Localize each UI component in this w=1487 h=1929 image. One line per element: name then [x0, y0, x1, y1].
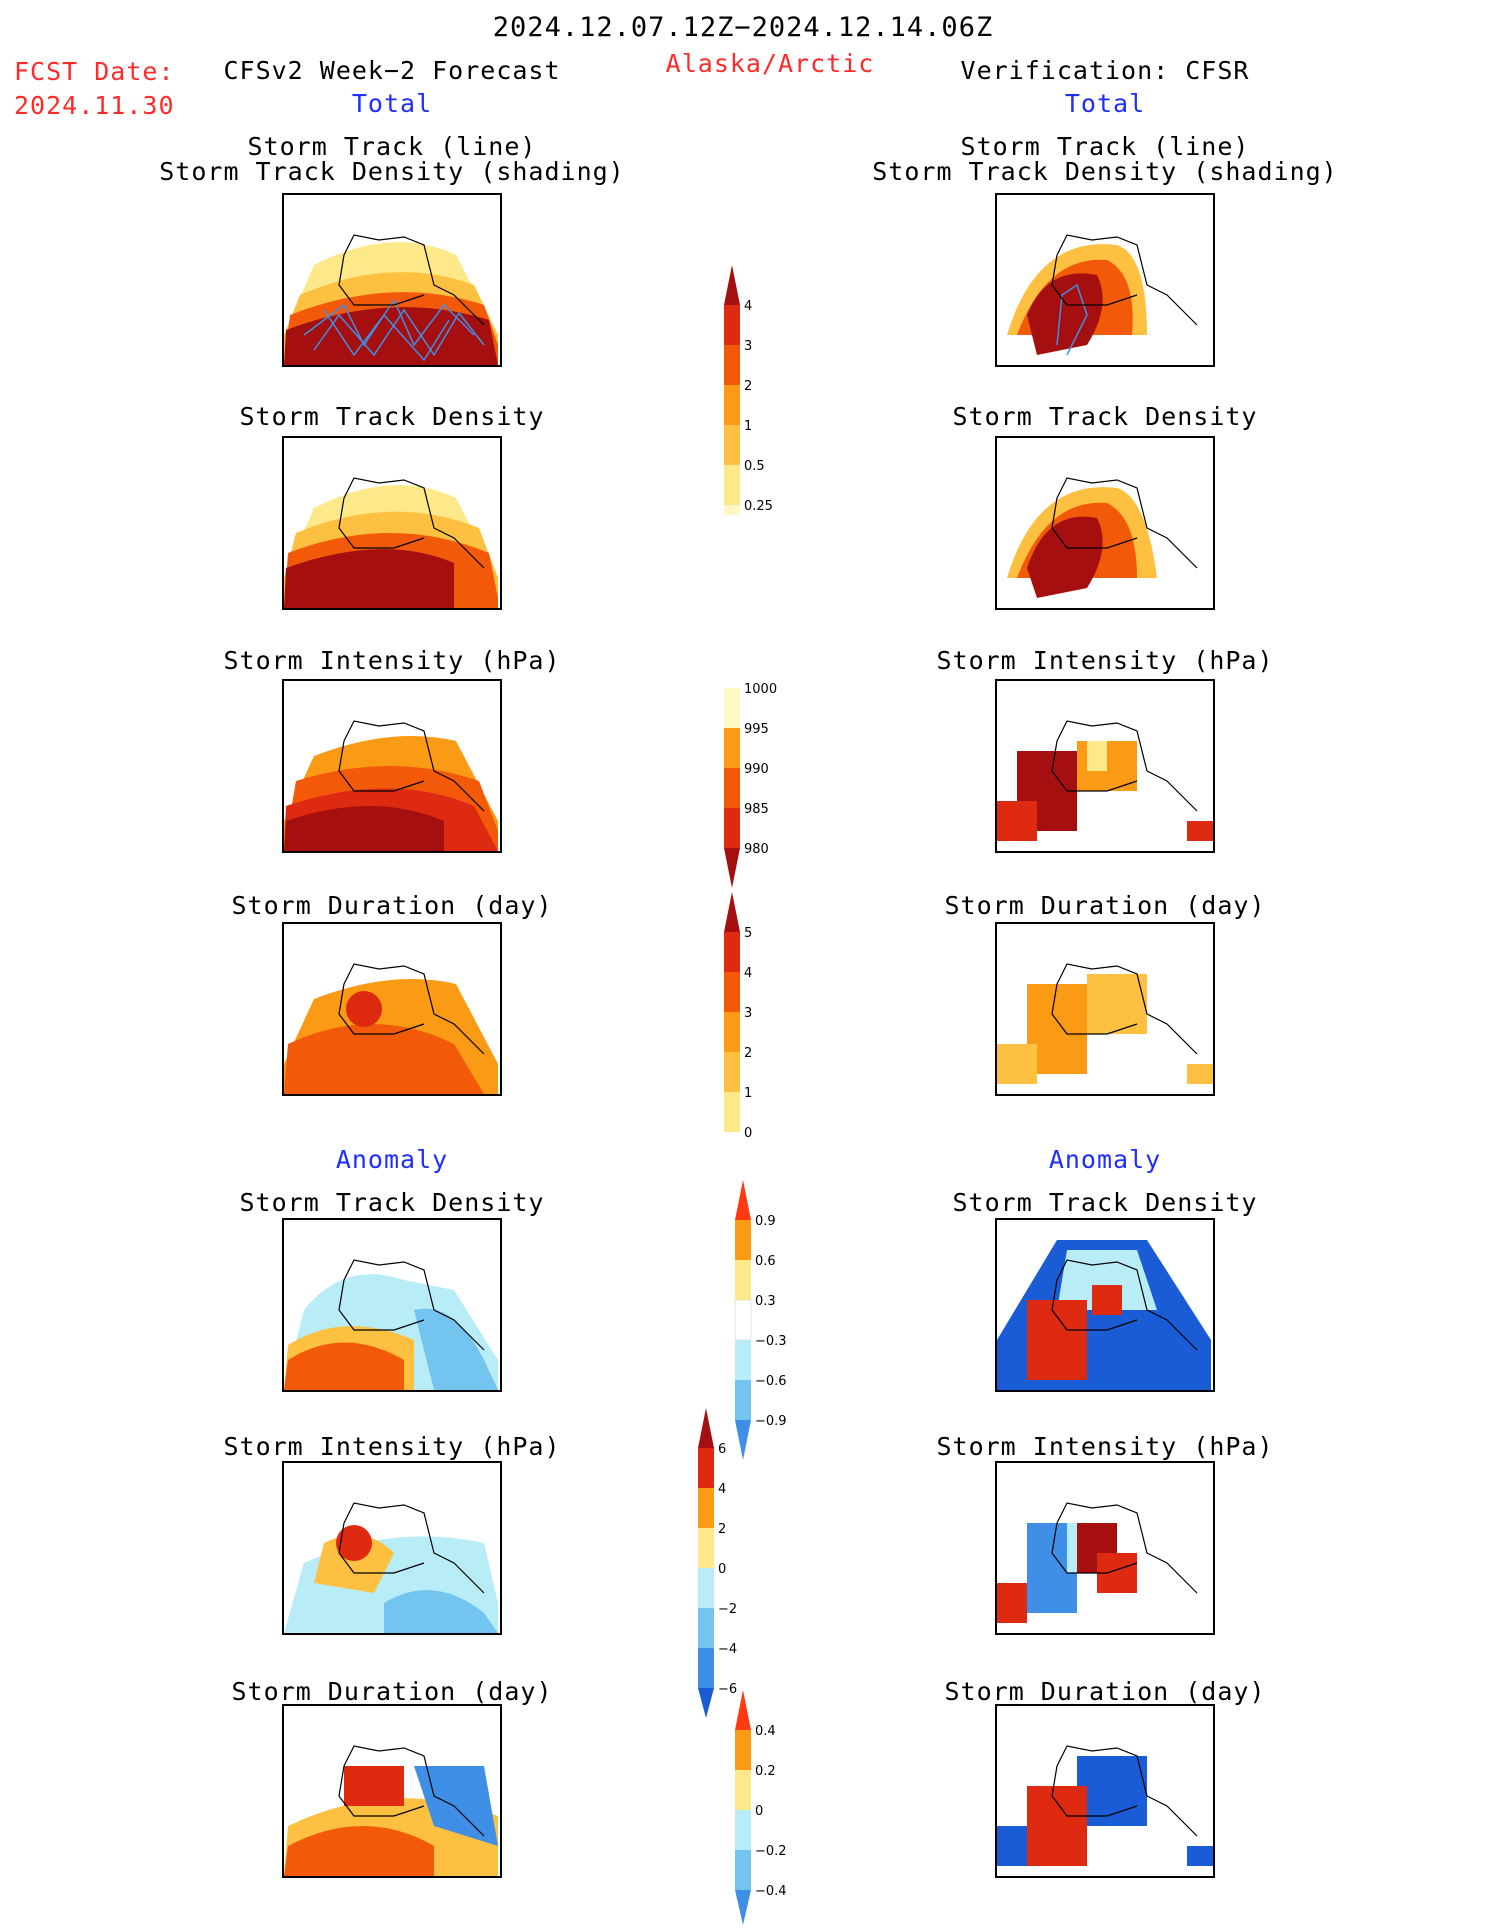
left-track-density-shading-title: Storm Track Density (shading) [159, 157, 625, 186]
anom-intensity-tick-4: −2 [718, 1602, 737, 1617]
density-tick-5: 0.25 [744, 499, 773, 514]
left-anom-intensity-title: Storm Intensity (hPa) [223, 1432, 561, 1461]
left-intensity-title: Storm Intensity (hPa) [223, 646, 561, 675]
anom-density-tick-0: 0.9 [755, 1214, 776, 1229]
map-verification-track-density [995, 436, 1215, 610]
colorbar-anom-intensity: 6 4 2 0 −2 −4 −6 [698, 1408, 768, 1722]
duration-tick-5: 0 [744, 1126, 752, 1141]
right-track-density-title: Storm Track Density [952, 402, 1258, 431]
anom-duration-tick-3: −0.2 [755, 1844, 787, 1859]
right-intensity-title: Storm Intensity (hPa) [936, 646, 1274, 675]
duration-tick-0: 5 [744, 926, 752, 941]
density-tick-4: 0.5 [744, 459, 765, 474]
anom-intensity-tick-6: −6 [718, 1682, 737, 1697]
map-verification-duration [995, 922, 1215, 1096]
anom-density-tick-5: −0.9 [755, 1414, 787, 1429]
verification-title: Verification: CFSR [960, 56, 1250, 85]
duration-tick-2: 3 [744, 1006, 752, 1021]
anom-intensity-tick-2: 2 [718, 1522, 726, 1537]
total-label-left: Total [351, 89, 433, 118]
right-anom-intensity-title: Storm Intensity (hPa) [936, 1432, 1274, 1461]
colorbar-density: 4 3 2 1 0.5 0.25 [724, 265, 794, 549]
anom-density-tick-2: 0.3 [755, 1294, 776, 1309]
duration-tick-3: 2 [744, 1046, 752, 1061]
map-verification-anom-duration [995, 1704, 1215, 1878]
left-duration-title: Storm Duration (day) [231, 891, 553, 920]
right-duration-title: Storm Duration (day) [944, 891, 1266, 920]
map-forecast-anom-intensity [282, 1461, 502, 1635]
anomaly-label-left: Anomaly [335, 1145, 449, 1174]
map-forecast-anom-duration [282, 1704, 502, 1878]
date-range-title: 2024.12.07.12Z−2024.12.14.06Z [492, 12, 994, 43]
density-tick-2: 2 [744, 379, 752, 394]
map-verification-intensity [995, 679, 1215, 853]
anom-intensity-tick-1: 4 [718, 1482, 726, 1497]
intensity-tick-4: 980 [744, 842, 769, 857]
anom-intensity-tick-5: −4 [718, 1642, 737, 1657]
intensity-tick-3: 985 [744, 802, 769, 817]
colorbar-anom-density: 0.9 0.6 0.3 −0.3 −0.6 −0.9 [734, 1180, 805, 1464]
duration-tick-1: 4 [744, 966, 752, 981]
anom-density-tick-1: 0.6 [755, 1254, 776, 1269]
forecast-title: CFSv2 Week−2 Forecast [223, 56, 561, 85]
anom-intensity-tick-0: 6 [718, 1442, 726, 1457]
map-verification-anom-intensity [995, 1461, 1215, 1635]
right-track-line-title: Storm Track (line) [960, 132, 1250, 161]
total-label-right: Total [1064, 89, 1146, 118]
anom-density-tick-4: −0.6 [755, 1374, 787, 1389]
intensity-tick-0: 1000 [744, 682, 777, 697]
map-verification-anom-density [995, 1218, 1215, 1392]
density-tick-0: 4 [744, 299, 752, 314]
intensity-tick-2: 990 [744, 762, 769, 777]
fcst-date-value: 2024.11.30 [14, 91, 175, 120]
left-track-density-title: Storm Track Density [239, 402, 545, 431]
anom-duration-tick-4: −0.4 [755, 1884, 787, 1899]
map-verification-track-line [995, 193, 1215, 367]
left-anom-density-title: Storm Track Density [239, 1188, 545, 1217]
density-tick-1: 3 [744, 339, 752, 354]
colorbar-anom-duration: 0.4 0.2 0 −0.2 −0.4 [735, 1690, 805, 1929]
left-track-line-title: Storm Track (line) [247, 132, 537, 161]
right-anom-density-title: Storm Track Density [952, 1188, 1258, 1217]
anom-duration-tick-0: 0.4 [755, 1724, 776, 1739]
map-forecast-anom-density [282, 1218, 502, 1392]
map-forecast-track-line [282, 193, 502, 367]
anom-density-tick-3: −0.3 [755, 1334, 787, 1349]
anom-intensity-tick-3: 0 [718, 1562, 726, 1577]
right-track-density-shading-title: Storm Track Density (shading) [872, 157, 1338, 186]
map-forecast-intensity [282, 679, 502, 853]
anom-duration-tick-2: 0 [755, 1804, 763, 1819]
duration-tick-4: 1 [744, 1086, 752, 1101]
anom-duration-tick-1: 0.2 [755, 1764, 776, 1779]
region-title: Alaska/Arctic [665, 49, 875, 78]
intensity-tick-1: 995 [744, 722, 769, 737]
map-forecast-duration [282, 922, 502, 1096]
map-forecast-track-density [282, 436, 502, 610]
anomaly-label-right: Anomaly [1048, 1145, 1162, 1174]
right-anom-duration-title: Storm Duration (day) [944, 1677, 1266, 1706]
colorbar-duration: 5 4 3 2 1 0 [724, 892, 794, 1176]
density-tick-3: 1 [744, 419, 752, 434]
left-anom-duration-title: Storm Duration (day) [231, 1677, 553, 1706]
colorbar-intensity: 1000 995 990 985 980 [724, 648, 794, 892]
fcst-date-label: FCST Date: [14, 57, 175, 86]
